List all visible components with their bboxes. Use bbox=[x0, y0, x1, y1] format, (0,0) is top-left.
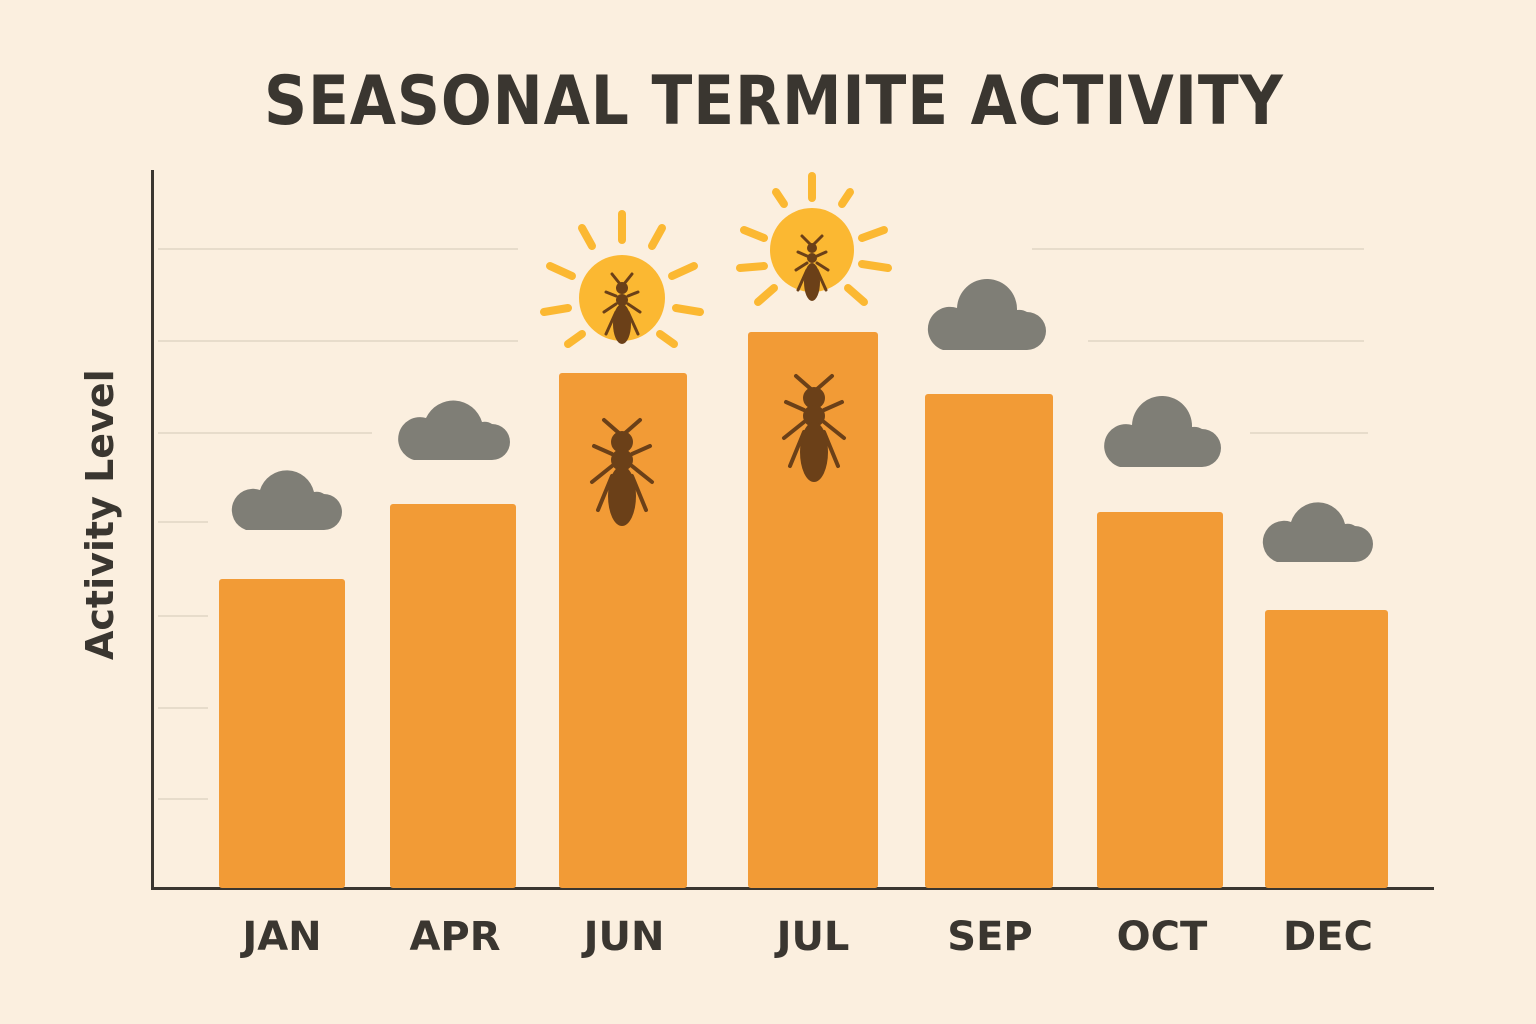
gridline bbox=[1032, 248, 1364, 250]
x-axis bbox=[151, 887, 1434, 890]
gridline bbox=[158, 798, 208, 800]
sun-icon bbox=[540, 210, 704, 348]
bar-dec bbox=[1265, 610, 1388, 888]
gridline bbox=[1250, 432, 1368, 434]
x-tick-jun: JUN bbox=[583, 914, 665, 960]
bar-oct bbox=[1097, 512, 1223, 888]
x-tick-jan: JAN bbox=[242, 914, 322, 960]
x-tick-apr: APR bbox=[409, 914, 501, 960]
gridline bbox=[158, 615, 208, 617]
termite-icon bbox=[590, 418, 654, 526]
x-tick-jul: JUL bbox=[776, 914, 850, 960]
cloud-icon bbox=[1262, 502, 1373, 562]
sun-icon bbox=[736, 172, 892, 306]
gridline bbox=[158, 521, 208, 523]
gridline bbox=[158, 248, 518, 250]
gridline bbox=[1088, 340, 1364, 342]
bar-jan bbox=[219, 579, 345, 888]
bar-apr bbox=[390, 504, 516, 888]
x-tick-oct: OCT bbox=[1116, 914, 1208, 960]
x-tick-sep: SEP bbox=[947, 914, 1033, 960]
cloud-icon bbox=[231, 470, 342, 530]
termite-icon bbox=[782, 374, 846, 482]
x-tick-dec: DEC bbox=[1283, 914, 1373, 960]
cloud-icon bbox=[398, 400, 510, 460]
y-axis-label: Activity Level bbox=[78, 369, 122, 660]
gridline bbox=[158, 432, 372, 434]
chart-title: SEASONAL TERMITE ACTIVITY bbox=[264, 62, 1284, 141]
bar-sep bbox=[925, 394, 1053, 888]
gridline bbox=[158, 707, 208, 709]
cloud-icon bbox=[927, 278, 1046, 350]
gridline bbox=[158, 340, 518, 342]
cloud-icon bbox=[1104, 395, 1221, 467]
y-axis bbox=[151, 170, 154, 890]
